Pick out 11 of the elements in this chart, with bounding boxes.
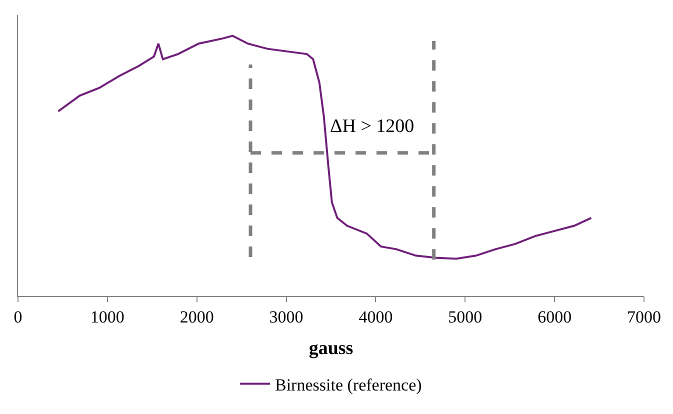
legend-label: Birnessite (reference): [275, 375, 422, 394]
x-tick-label: 0: [14, 307, 22, 326]
x-tick-label: 3000: [269, 307, 304, 326]
x-tick-label: 1000: [90, 307, 124, 326]
x-axis-title: gauss: [308, 338, 354, 360]
x-tick-label: 4000: [358, 307, 393, 326]
x-tick-label: 2000: [180, 307, 214, 326]
x-tick-label: 7000: [627, 307, 661, 326]
x-tick-label: 6000: [538, 307, 572, 326]
annotation: ΔH > 1200: [330, 116, 414, 137]
x-tick-label: 5000: [448, 307, 482, 326]
